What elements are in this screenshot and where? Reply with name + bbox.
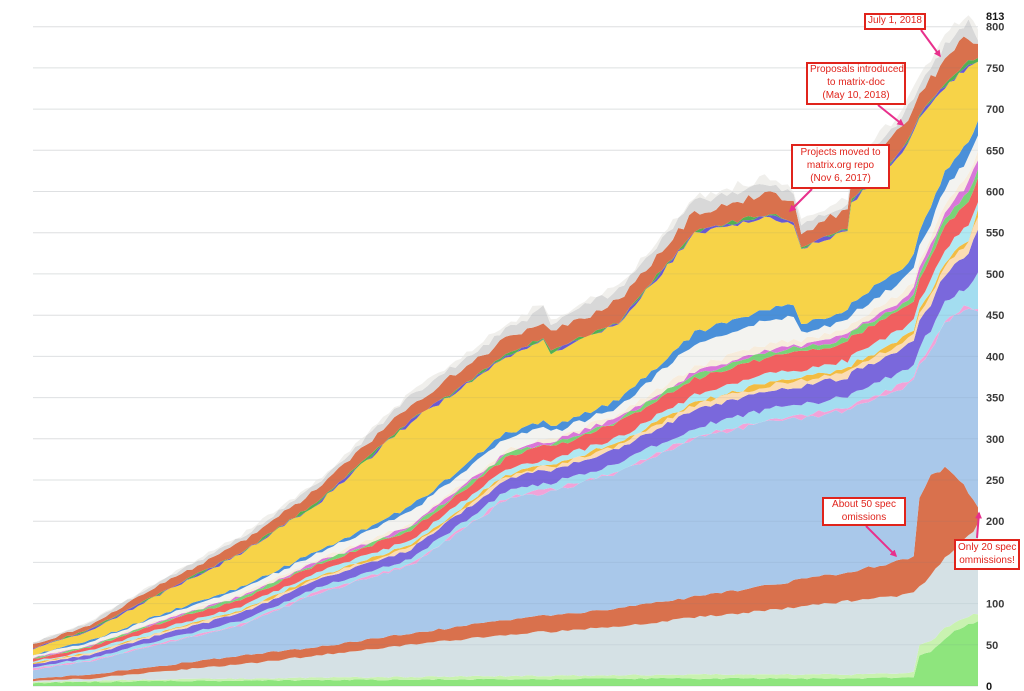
annotation-arrow-july-2018 (920, 29, 941, 58)
annotation-arrows (788, 29, 983, 558)
annotation-about-50-omissions: About 50 spec omissions (822, 497, 906, 526)
annotation-text-line: matrix.org repo (806, 160, 875, 172)
annotation-text-line: omissions (841, 511, 887, 523)
annotation-text-line: About 50 spec (832, 498, 896, 510)
y-tick-350: 350 (986, 393, 1004, 405)
annotation-text-line: to matrix-doc (827, 77, 885, 89)
y-tick-750: 750 (986, 63, 1004, 75)
annotation-text-line: ommissions! (959, 554, 1015, 566)
y-tick-500: 500 (986, 269, 1004, 281)
annotation-proposals-matrix-doc: Proposals introduced to matrix-doc (May 10… (806, 62, 906, 105)
y-tick-50: 50 (986, 640, 998, 652)
area-band-light-blue (33, 308, 978, 680)
gridlines-overlay (33, 26, 978, 687)
y-axis-max-label: 813 (986, 11, 1004, 23)
annotation-text-line: (May 10, 2018) (822, 89, 890, 101)
annotation-arrow-projects-moved (788, 188, 813, 213)
area-band-violet-line (33, 61, 978, 650)
annotation-text-line: Proposals introduced (810, 64, 904, 76)
y-tick-550: 550 (986, 228, 1004, 240)
y-tick-600: 600 (986, 187, 1004, 199)
annotation-projects-moved: Projects moved to matrix.org repo (Nov 6, … (791, 144, 890, 189)
y-tick-700: 700 (986, 104, 1004, 116)
annotation-text-line: (Nov 6, 2017) (810, 172, 871, 184)
annotation-text-line: Only 20 spec (958, 541, 1017, 553)
annotation-text-line: July 1, 2018 (868, 15, 922, 27)
y-tick-450: 450 (986, 310, 1004, 322)
annotation-only-20-omissions: Only 20 spec ommissions! (954, 539, 1020, 570)
area-band-bright-green (33, 621, 978, 686)
y-tick-800: 800 (986, 22, 1004, 34)
annotation-july-2018: July 1, 2018 (864, 13, 926, 30)
y-tick-0: 0 (986, 681, 992, 691)
annotation-arrow-proposals-matrix-doc (877, 104, 905, 126)
annotation-arrow-about-50-omissions (865, 525, 898, 558)
area-band-terracotta-upper (33, 36, 978, 649)
y-tick-250: 250 (986, 475, 1004, 487)
area-band-yellow (33, 61, 978, 656)
area-band-light-gray (33, 19, 978, 644)
area-band-pale-blue-gray (33, 523, 978, 683)
y-tick-200: 200 (986, 516, 1004, 528)
y-tick-400: 400 (986, 351, 1004, 363)
annotation-arrow-only-20-omissions (975, 511, 983, 539)
area-band-pale-green (33, 613, 978, 684)
area-stack (33, 15, 978, 686)
annotation-text-line: Projects moved to (800, 147, 881, 159)
y-tick-300: 300 (986, 434, 1004, 446)
y-tick-650: 650 (986, 145, 1004, 157)
y-tick-100: 100 (986, 599, 1004, 611)
